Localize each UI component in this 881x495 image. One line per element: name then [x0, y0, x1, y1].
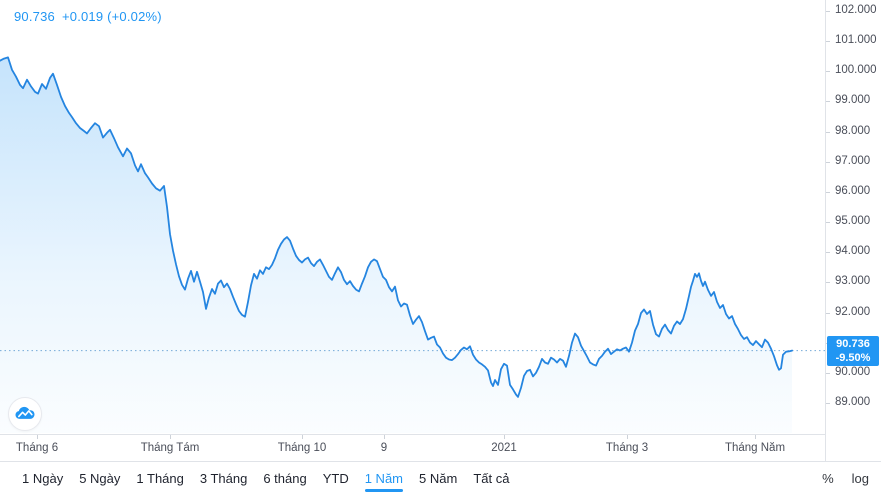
price-axis-tick	[826, 373, 830, 374]
range-button-tất-cả[interactable]: Tất cả	[465, 462, 517, 495]
price-axis-tick	[826, 41, 830, 42]
range-button-ytd[interactable]: YTD	[315, 462, 357, 495]
price-axis-label: 102.000	[835, 4, 877, 16]
price-axis-label: 94.000	[835, 245, 871, 257]
price-axis-label: 100.000	[835, 64, 877, 76]
time-axis-label: Tháng 6	[15, 442, 59, 454]
time-axis-label: Tháng Năm	[724, 442, 786, 454]
time-axis-label: Tháng 3	[605, 442, 649, 454]
range-button-5-năm[interactable]: 5 Năm	[411, 462, 465, 495]
price-axis-label: 93.000	[835, 275, 871, 287]
price-axis-label: 96.000	[835, 185, 871, 197]
price-axis-label: 90.000	[835, 366, 871, 378]
series-area-fill	[0, 57, 792, 434]
price-axis-tick	[826, 132, 830, 133]
scale-button-%[interactable]: %	[822, 471, 834, 486]
time-axis-tick	[504, 435, 505, 439]
active-range-underline	[364, 489, 404, 492]
range-button-label: 1 Tháng	[136, 471, 184, 486]
range-button-label: Tất cả	[473, 471, 510, 486]
price-axis-tick	[826, 313, 830, 314]
quote-change: +0.019	[61, 9, 104, 24]
range-button-label: 3 Tháng	[199, 471, 248, 486]
price-axis-tick	[826, 403, 830, 404]
active-range-underline	[136, 489, 183, 492]
time-axis-tick	[302, 435, 303, 439]
active-range-underline	[22, 489, 63, 492]
time-axis-label: Tháng 10	[277, 442, 327, 454]
time-axis[interactable]: Tháng 6 Tháng Tám Tháng 10 9 2021 Tháng 3 Thán…	[0, 434, 881, 462]
scale-buttons: % log	[822, 462, 881, 495]
time-axis-tick	[755, 435, 756, 439]
scale-button-log[interactable]: log	[851, 471, 869, 486]
range-button-6-tháng[interactable]: 6 tháng	[255, 462, 314, 495]
range-button-1-năm[interactable]: 1 Năm	[357, 462, 411, 495]
active-range-underline	[323, 489, 349, 492]
time-axis-tick	[627, 435, 628, 439]
badge-price: 90.736	[836, 338, 870, 350]
time-axis-label: 2021	[491, 442, 517, 454]
price-axis-tick	[826, 192, 830, 193]
current-price-badge: 90.736 -9.50%	[827, 336, 879, 366]
price-axis-label: 98.000	[835, 125, 871, 137]
active-range-underline	[79, 489, 120, 492]
time-axis-tick	[384, 435, 385, 439]
chart-plot[interactable]	[0, 0, 825, 434]
badge-percent: -9.50%	[835, 352, 871, 364]
price-axis-tick	[826, 252, 830, 253]
price-axis[interactable]: 102.000 101.000 100.000 99.000 98.000 97.000 9…	[825, 0, 881, 461]
range-button-label: YTD	[322, 471, 349, 486]
range-buttons: 1 Ngày 5 Ngày 1 Tháng 3 Tháng 6 tháng YTD 1 Nă…	[0, 462, 517, 495]
range-button-label: 1 Năm	[364, 471, 404, 486]
range-button-label: 5 Năm	[419, 471, 458, 486]
price-axis-tick	[826, 11, 830, 12]
time-axis-tick	[37, 435, 38, 439]
price-axis-tick	[826, 282, 830, 283]
quote-readout: 90.736 +0.019 (+0.02%)	[14, 9, 162, 24]
cloud-mountain-icon	[15, 406, 35, 419]
quote-change-pct: (+0.02%)	[107, 9, 162, 24]
time-axis-label: Tháng Tám	[140, 442, 200, 454]
price-axis-tick	[826, 162, 830, 163]
range-button-3-tháng[interactable]: 3 Tháng	[192, 462, 255, 495]
active-range-underline	[419, 489, 457, 492]
price-axis-tick	[826, 71, 830, 72]
price-axis-label: 101.000	[835, 34, 877, 46]
time-axis-label: 9	[380, 442, 388, 454]
price-axis-label: 89.000	[835, 396, 871, 408]
active-range-underline	[200, 489, 247, 492]
tradingview-logo-button[interactable]	[8, 397, 42, 431]
quote-price: 90.736	[14, 9, 55, 24]
price-axis-label: 92.000	[835, 306, 871, 318]
series-line	[0, 56, 793, 398]
price-axis-label: 97.000	[835, 155, 871, 167]
price-axis-tick	[826, 101, 830, 102]
active-range-underline	[263, 489, 306, 492]
active-range-underline	[473, 489, 509, 492]
range-button-label: 5 Ngày	[79, 471, 121, 486]
price-axis-tick	[826, 222, 830, 223]
range-button-1-ngày[interactable]: 1 Ngày	[14, 462, 71, 495]
price-axis-label: 95.000	[835, 215, 871, 227]
range-button-label: 6 tháng	[263, 471, 307, 486]
time-axis-tick	[170, 435, 171, 439]
range-button-label: 1 Ngày	[22, 471, 64, 486]
range-button-1-tháng[interactable]: 1 Tháng	[128, 462, 191, 495]
price-axis-label: 99.000	[835, 94, 871, 106]
range-button-5-ngày[interactable]: 5 Ngày	[71, 462, 128, 495]
range-toolbar: 1 Ngày 5 Ngày 1 Tháng 3 Tháng 6 tháng YTD 1 Nă…	[0, 461, 881, 495]
